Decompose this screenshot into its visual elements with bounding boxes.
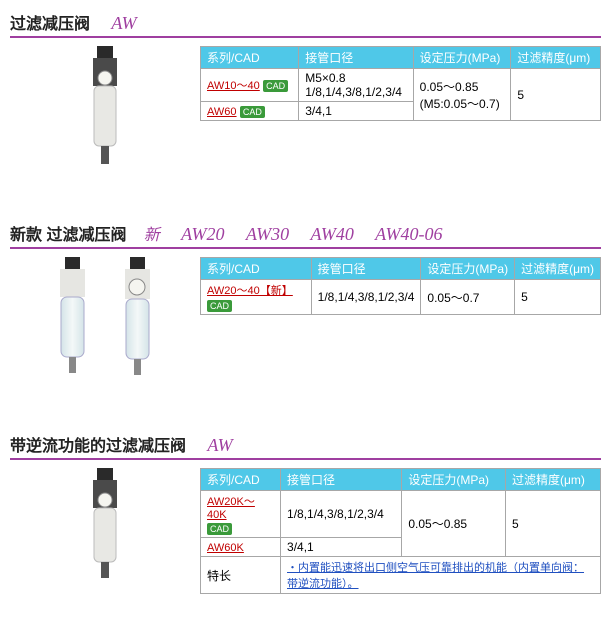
header-series: 系列/CAD [201,47,299,69]
section-content: 系列/CAD 接管口径 设定压力(MPa) 过滤精度(μm) AW20～40【新… [10,257,601,397]
title-text: 新款 过滤减压阀 [10,227,126,244]
product-image-holder [10,46,200,186]
header-pressure: 设定压力(MPa) [421,258,515,280]
section-aw-reverse: 带逆流功能的过滤减压阀 AW 系列/CAD 接管口径 设定压力(MPa) 过滤精… [10,432,601,594]
section-aw-new: 新款 过滤减压阀 新 AW20 AW30 AW40 AW40-06 [10,221,601,397]
header-port: 接管口径 [299,47,413,69]
cell-model: AW20～40【新】 CAD [201,280,312,315]
product-image [45,257,100,397]
model-link[interactable]: AW10～40 [207,77,260,93]
model-link[interactable]: AW20～40【新】 [207,282,293,298]
feature-text: ・内置能迅速将出口侧空气压可靠排出的机能（内置单向阀：带逆流功能）。 [281,557,601,594]
title-model: AW40 [311,224,354,244]
header-row: 系列/CAD 接管口径 设定压力(MPa) 过滤精度(μm) [201,258,601,280]
cell-port: 3/4,1 [299,102,413,121]
title-model: AW [207,435,232,455]
cad-badge[interactable]: CAD [240,106,265,118]
header-series: 系列/CAD [201,469,281,491]
cell-pressure: 0.05～0.85 [402,491,506,557]
cell-model: AW60K [201,538,281,557]
title-model: AW20 [181,224,224,244]
header-row: 系列/CAD 接管口径 设定压力(MPa) 过滤精度(μm) [201,47,601,69]
section-title: 带逆流功能的过滤减压阀 AW [10,432,601,460]
cell-port: 1/8,1/4,3/8,1/2,3/4 [311,280,421,315]
table-row: AW20K～40K CAD 1/8,1/4,3/8,1/2,3/4 0.05～0… [201,491,601,538]
cad-badge[interactable]: CAD [263,80,288,92]
header-port: 接管口径 [311,258,421,280]
title-model: AW30 [246,224,289,244]
cell-pressure: 0.05～0.85 (M5:0.05～0.7) [413,69,511,121]
spec-table: 系列/CAD 接管口径 设定压力(MPa) 过滤精度(μm) AW20K～40K… [200,468,601,594]
title-model: AW [111,13,136,33]
title-new: 新 [144,227,160,244]
cell-filter: 5 [505,491,600,557]
cell-port: M5×0.8 1/8,1/4,3/8,1/2,3/4 [299,69,413,102]
spec-table: 系列/CAD 接管口径 设定压力(MPa) 过滤精度(μm) AW20～40【新… [200,257,601,315]
product-image-holder [10,257,200,397]
table-row: AW10～40 CAD M5×0.8 1/8,1/4,3/8,1/2,3/4 0… [201,69,601,102]
product-image-holder [10,468,200,588]
title-model: AW40-06 [375,224,442,244]
cell-port: 1/8,1/4,3/8,1/2,3/4 [281,491,402,538]
title-text: 带逆流功能的过滤减压阀 [10,438,186,455]
cell-model: AW20K～40K CAD [201,491,281,538]
header-row: 系列/CAD 接管口径 设定压力(MPa) 过滤精度(μm) [201,469,601,491]
product-image [75,468,135,588]
cell-pressure: 0.05～0.7 [421,280,515,315]
header-filter: 过滤精度(μm) [515,258,601,280]
product-image [110,257,165,397]
feature-row: 特长 ・内置能迅速将出口侧空气压可靠排出的机能（内置单向阀：带逆流功能）。 [201,557,601,594]
header-pressure: 设定压力(MPa) [402,469,506,491]
cad-badge[interactable]: CAD [207,523,232,535]
cell-filter: 5 [515,280,601,315]
cell-model: AW10～40 CAD [201,69,299,102]
model-link[interactable]: AW60 [207,106,237,118]
table-row: AW20～40【新】 CAD 1/8,1/4,3/8,1/2,3/4 0.05～… [201,280,601,315]
cell-model: AW60 CAD [201,102,299,121]
section-aw: 过滤减压阀 AW 系列/CAD 接管口径 设定压力(MPa) 过滤精度(μm) … [10,10,601,186]
header-pressure: 设定压力(MPa) [413,47,511,69]
cad-badge[interactable]: CAD [207,300,232,312]
cell-port: 3/4,1 [281,538,402,557]
feature-label: 特长 [201,557,281,594]
title-text: 过滤减压阀 [10,16,90,33]
section-content: 系列/CAD 接管口径 设定压力(MPa) 过滤精度(μm) AW10～40 C… [10,46,601,186]
cell-filter: 5 [511,69,601,121]
section-content: 系列/CAD 接管口径 设定压力(MPa) 过滤精度(μm) AW20K～40K… [10,468,601,594]
header-port: 接管口径 [281,469,402,491]
section-title: 过滤减压阀 AW [10,10,601,38]
product-image [75,46,135,186]
model-link[interactable]: AW20K～40K [207,493,274,521]
model-link[interactable]: AW60K [207,542,244,554]
feature-link[interactable]: ・内置能迅速将出口侧空气压可靠排出的机能（内置单向阀：带逆流功能）。 [287,562,584,590]
header-series: 系列/CAD [201,258,312,280]
header-filter: 过滤精度(μm) [505,469,600,491]
spec-table: 系列/CAD 接管口径 设定压力(MPa) 过滤精度(μm) AW10～40 C… [200,46,601,121]
header-filter: 过滤精度(μm) [511,47,601,69]
section-title: 新款 过滤减压阀 新 AW20 AW30 AW40 AW40-06 [10,221,601,249]
